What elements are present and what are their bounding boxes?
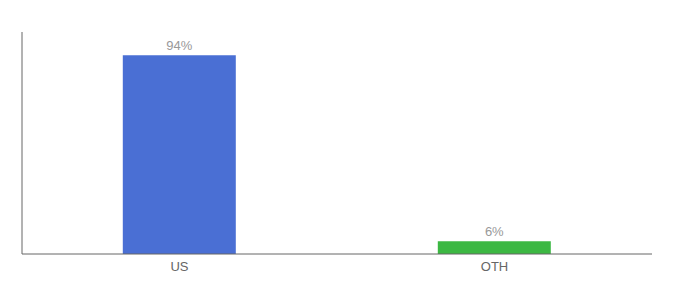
svg-text:OTH: OTH	[481, 259, 508, 274]
svg-text:94%: 94%	[166, 38, 192, 53]
svg-text:6%: 6%	[485, 224, 504, 239]
svg-text:US: US	[170, 259, 188, 274]
